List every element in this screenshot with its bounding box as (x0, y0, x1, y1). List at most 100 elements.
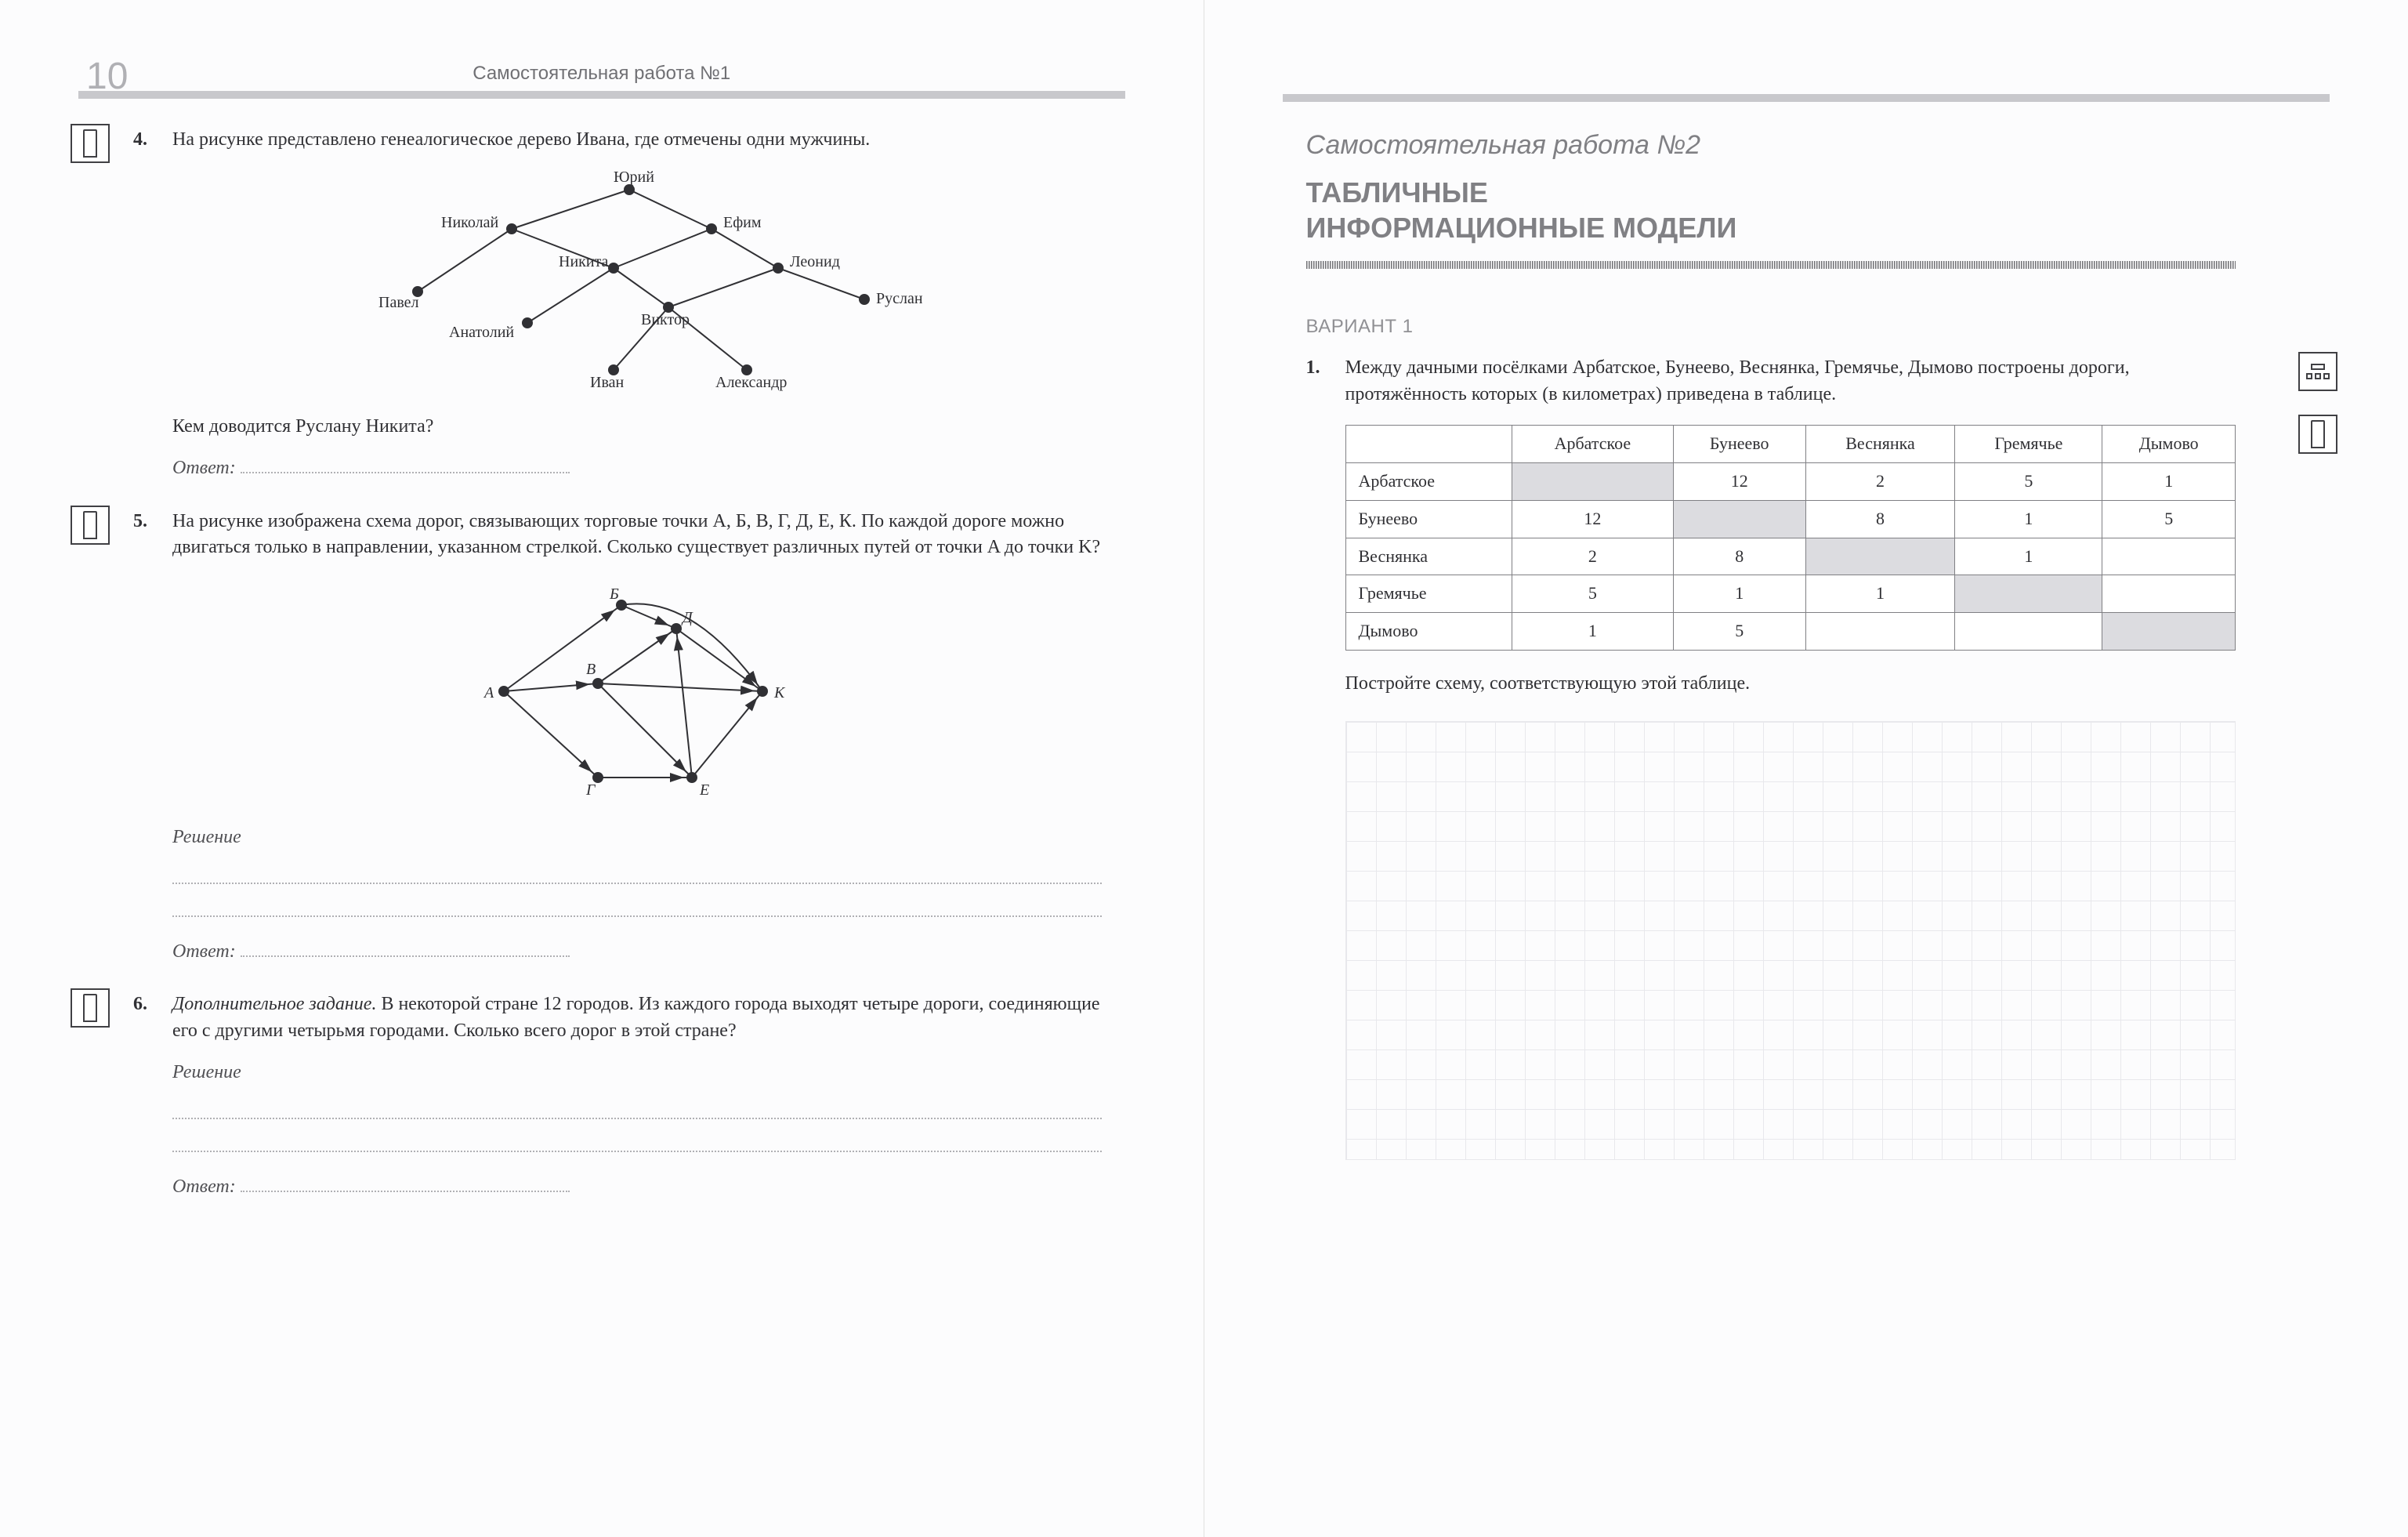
table-cell (2102, 575, 2236, 613)
row-label: Арбатское (1345, 462, 1512, 500)
divider-bar (1283, 94, 2330, 102)
table-header: Дымово (2102, 426, 2236, 463)
page-number: 10 (86, 55, 128, 98)
table-header: Гремячье (1955, 426, 2102, 463)
task-number: 4. (133, 127, 147, 154)
row-label: Гремячье (1345, 575, 1512, 613)
divider-bar (78, 91, 1125, 99)
row-label: Веснянка (1345, 538, 1512, 575)
row-label: Бунеево (1345, 500, 1512, 538)
table-cell: 2 (1512, 538, 1673, 575)
task-question: Кем доводится Руслану Никита? (172, 414, 1102, 440)
solution-blank[interactable] (172, 1127, 1102, 1152)
hatched-divider (1306, 261, 2236, 269)
task-text: Между дачными посёлками Арбатское, Бунее… (1345, 357, 2130, 404)
solution-blank[interactable] (172, 892, 1102, 917)
table-cell: 1 (1955, 500, 2102, 538)
table-cell (1805, 538, 1955, 575)
svg-text:Анатолий: Анатолий (449, 324, 514, 341)
svg-text:Юрий: Юрий (614, 169, 654, 186)
task-number: 5. (133, 509, 147, 535)
table-cell: 5 (1512, 575, 1673, 613)
header-line: Самостоятельная работа №1 (78, 63, 1125, 85)
task-instruction: Постройте схему, соответствующую этой та… (1345, 671, 2236, 698)
task-text: На рисунке изображена схема дорог, связы… (172, 511, 1100, 558)
svg-text:Павел: Павел (378, 294, 419, 311)
family-tree-diagram: Юрий Николай Ефим Павел Никита Леонид Анатолий… (331, 166, 943, 401)
answer-grid[interactable] (1345, 721, 2236, 1160)
svg-text:Д: Д (681, 609, 693, 626)
road-graph-diagram: AБВГДЕК (433, 574, 841, 809)
svg-text:Александр: Александр (715, 374, 787, 391)
task-5: 5. На рисунке изображена схема дорог, св… (172, 509, 1102, 965)
solution-label: Решение (172, 825, 1102, 851)
svg-text:A: A (483, 684, 494, 701)
task-text: На рисунке представлено генеалогическое … (172, 129, 870, 150)
table-header (1345, 426, 1512, 463)
main-title-line1: ТАБЛИЧНЫЕ (1306, 175, 2236, 210)
solution-label: Решение (172, 1060, 1102, 1086)
row-label: Дымово (1345, 613, 1512, 651)
table-header: Бунеево (1673, 426, 1805, 463)
page-left: 10 Самостоятельная работа №1 4. На рисун… (0, 0, 1204, 1537)
task-6: 6. Дополнительное задание. В некоторой с… (172, 991, 1102, 1200)
answer-blank[interactable] (241, 955, 570, 957)
svg-text:Ефим: Ефим (723, 214, 762, 231)
svg-text:Б: Б (609, 585, 619, 603)
table-cell: 1 (1673, 575, 1805, 613)
table-cell: 1 (1512, 613, 1673, 651)
table-header: Арбатское (1512, 426, 1673, 463)
pen-icon (71, 988, 110, 1028)
svg-text:Никита: Никита (559, 253, 609, 270)
svg-text:Леонид: Леонид (790, 253, 840, 270)
solution-blank[interactable] (172, 1094, 1102, 1119)
table-cell (1955, 575, 2102, 613)
svg-text:Виктор: Виктор (641, 311, 690, 328)
work-title: Самостоятельная работа №2 (1306, 130, 2236, 161)
table-cell: 1 (2102, 462, 2236, 500)
table-row: Бунеево12 815 (1345, 500, 2236, 538)
answer-label: Ответ: (172, 941, 236, 962)
task-1: 1. Между дачными посёлками Арбатское, Бу… (1345, 355, 2236, 1160)
answer-label: Ответ: (172, 458, 236, 478)
table-cell (1512, 462, 1673, 500)
distance-table: АрбатскоеБунеевоВеснянкаГремячьеДымовоАр… (1345, 425, 2236, 651)
right-content: Самостоятельная работа №2 ТАБЛИЧНЫЕ ИНФО… (1306, 130, 2236, 1160)
table-row: Веснянка28 1 (1345, 538, 2236, 575)
table-cell: 12 (1512, 500, 1673, 538)
svg-text:В: В (586, 661, 596, 678)
svg-text:К: К (773, 684, 786, 701)
answer-blank[interactable] (241, 1191, 570, 1192)
pen-icon (71, 506, 110, 545)
variant-label: ВАРИАНТ 1 (1306, 316, 2236, 338)
page-right: Самостоятельная работа №2 ТАБЛИЧНЫЕ ИНФО… (1204, 0, 2408, 1537)
task-prefix: Дополнительное задание. (172, 994, 376, 1014)
answer-label: Ответ: (172, 1176, 236, 1197)
table-cell: 2 (1805, 462, 1955, 500)
table-cell (1673, 500, 1805, 538)
schema-icon (2298, 352, 2337, 391)
table-row: Гремячье511 (1345, 575, 2236, 613)
answer-blank[interactable] (241, 472, 570, 473)
svg-text:Е: Е (699, 781, 709, 799)
table-row: Арбатское 12251 (1345, 462, 2236, 500)
left-content: 4. На рисунке представлено генеалогическ… (172, 127, 1102, 1201)
table-cell (1955, 613, 2102, 651)
svg-text:Николай: Николай (441, 214, 498, 231)
pen-icon (71, 124, 110, 163)
table-cell: 1 (1955, 538, 2102, 575)
pen-icon (2298, 415, 2337, 454)
table-cell: 12 (1673, 462, 1805, 500)
table-cell: 1 (1805, 575, 1955, 613)
table-cell: 5 (1955, 462, 2102, 500)
task-number: 6. (133, 991, 147, 1018)
table-cell: 5 (1673, 613, 1805, 651)
table-header: Веснянка (1805, 426, 1955, 463)
table-row: Дымово15 (1345, 613, 2236, 651)
table-cell: 8 (1805, 500, 1955, 538)
table-cell (2102, 613, 2236, 651)
table-cell: 5 (2102, 500, 2236, 538)
table-cell: 8 (1673, 538, 1805, 575)
solution-blank[interactable] (172, 859, 1102, 884)
table-cell (1805, 613, 1955, 651)
